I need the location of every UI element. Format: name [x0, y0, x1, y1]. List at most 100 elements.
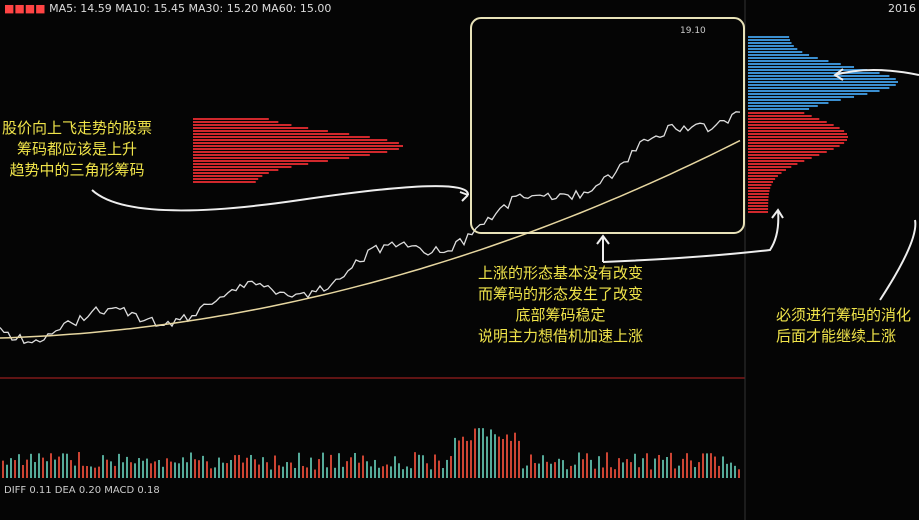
chip-bar: [193, 130, 328, 132]
chip-bar: [748, 87, 890, 89]
volume-bar: [246, 457, 248, 478]
volume-bar: [198, 460, 200, 478]
chip-bar: [748, 199, 769, 201]
chip-bar: [748, 184, 772, 186]
macd-header: DIFF 0.11 DEA 0.20 MACD 0.18: [4, 485, 160, 496]
volume-bar: [726, 463, 728, 478]
chip-bar: [193, 148, 399, 150]
volume-bar: [358, 462, 360, 478]
chip-bar: [748, 124, 834, 126]
volume-bar: [70, 460, 72, 478]
volume-bar: [502, 438, 504, 478]
volume-bar: [238, 454, 240, 478]
volume-bar: [262, 457, 264, 478]
chip-bar: [193, 142, 399, 144]
chip-bar: [748, 157, 812, 159]
annotation-line: 必须进行筹码的消化: [776, 306, 912, 324]
volume-bar: [738, 469, 740, 478]
arrow: [602, 208, 784, 263]
chip-bar: [748, 63, 841, 65]
volume-bar: [590, 459, 592, 478]
volume-bar: [350, 457, 352, 478]
volume-bar: [418, 454, 420, 478]
volume-bar: [634, 453, 636, 478]
volume-bar: [562, 460, 564, 478]
volume-bar: [714, 456, 716, 478]
volume-bar: [194, 459, 196, 478]
volume-bar: [534, 463, 536, 478]
volume-bar: [530, 454, 532, 478]
volume-bar: [734, 465, 736, 478]
chip-bar: [748, 163, 798, 165]
volume-bar: [614, 469, 616, 478]
volume-bar: [50, 453, 52, 478]
volume-bar: [506, 434, 508, 478]
chip-bar: [748, 75, 890, 77]
chip-bar: [748, 102, 829, 104]
chip-bar: [748, 208, 769, 210]
chip-bar: [748, 181, 773, 183]
annotation-line: 后面才能继续上涨: [776, 327, 897, 345]
chip-bar: [748, 145, 840, 147]
volume-bar: [554, 462, 556, 478]
annotation-line: 说明主力想借机加速上涨: [478, 327, 644, 345]
chip-bar: [748, 66, 855, 68]
volume-bar: [666, 457, 668, 478]
volume-bar: [138, 458, 140, 478]
volume-bar: [310, 457, 312, 478]
volume-bar: [6, 464, 8, 478]
volume-bar: [242, 462, 244, 478]
volume-bar: [282, 466, 284, 478]
chip-bar: [748, 105, 818, 107]
volume-bar: [470, 440, 472, 478]
volume-bar: [578, 452, 580, 478]
chip-bar: [748, 193, 769, 195]
volume-bar: [462, 436, 464, 478]
annotation-line: 筹码都应该是上升: [17, 140, 138, 158]
volume-bar: [62, 453, 64, 478]
chip-bar: [748, 48, 798, 50]
volume-bar: [374, 459, 376, 478]
volume-bar: [206, 461, 208, 478]
volume-bar: [478, 428, 480, 478]
volume-bar: [106, 459, 108, 478]
volume-bar: [290, 462, 292, 478]
volume-bar: [598, 456, 600, 478]
arrow: [879, 219, 917, 301]
volume-bar: [706, 453, 708, 478]
volume-bar: [26, 459, 28, 478]
annotation: 上涨的形态基本没有改变 而筹码的形态发生了改变 底部筹码稳定 说明主力想借机加速…: [478, 263, 643, 347]
volume-bar: [722, 456, 724, 478]
volume-bar: [126, 456, 128, 478]
volume-bar: [698, 462, 700, 478]
volume-bar: [146, 458, 148, 478]
chip-bar: [748, 172, 782, 174]
chip-bar: [748, 133, 848, 135]
volume-bar: [254, 459, 256, 478]
volume-bar: [526, 465, 528, 478]
chip-bar: [748, 108, 810, 110]
annotation-line: 股价向上飞走势的股票: [2, 119, 153, 137]
annotation: 必须进行筹码的消化 后面才能继续上涨: [776, 305, 911, 347]
volume-bar: [410, 468, 412, 478]
volume-bar: [574, 464, 576, 478]
volume-bar: [454, 437, 456, 478]
volume-bar: [186, 462, 188, 478]
volume-bar: [582, 459, 584, 478]
stock-marker: ■■■■: [4, 2, 46, 15]
price-line: [0, 111, 741, 345]
annotation-line: 底部筹码稳定: [515, 306, 606, 324]
volume-bar: [54, 459, 56, 478]
volume-bar: [486, 436, 488, 478]
chip-bar: [748, 90, 880, 92]
volume-bar: [678, 465, 680, 478]
volume-bar: [90, 466, 92, 478]
volume-bar: [342, 466, 344, 478]
chip-bar: [748, 178, 776, 180]
volume-bar: [430, 469, 432, 478]
annotation-line: 趋势中的三角形筹码: [9, 161, 145, 179]
volume-bar: [258, 464, 260, 478]
chip-bar: [193, 178, 259, 180]
volume-bar: [682, 458, 684, 478]
